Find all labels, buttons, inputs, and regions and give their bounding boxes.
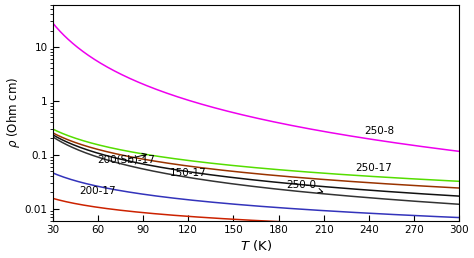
Text: 250-17: 250-17 (356, 163, 392, 173)
X-axis label: $T$ (K): $T$ (K) (240, 238, 272, 253)
Text: 200-17: 200-17 (80, 186, 116, 196)
Text: 250-0: 250-0 (286, 180, 323, 193)
Text: 250-8: 250-8 (365, 126, 394, 135)
Y-axis label: $\rho$ (Ohm cm): $\rho$ (Ohm cm) (5, 77, 22, 148)
Text: 150-17: 150-17 (170, 168, 207, 178)
Text: 200(Sb)-17: 200(Sb)-17 (98, 153, 155, 164)
